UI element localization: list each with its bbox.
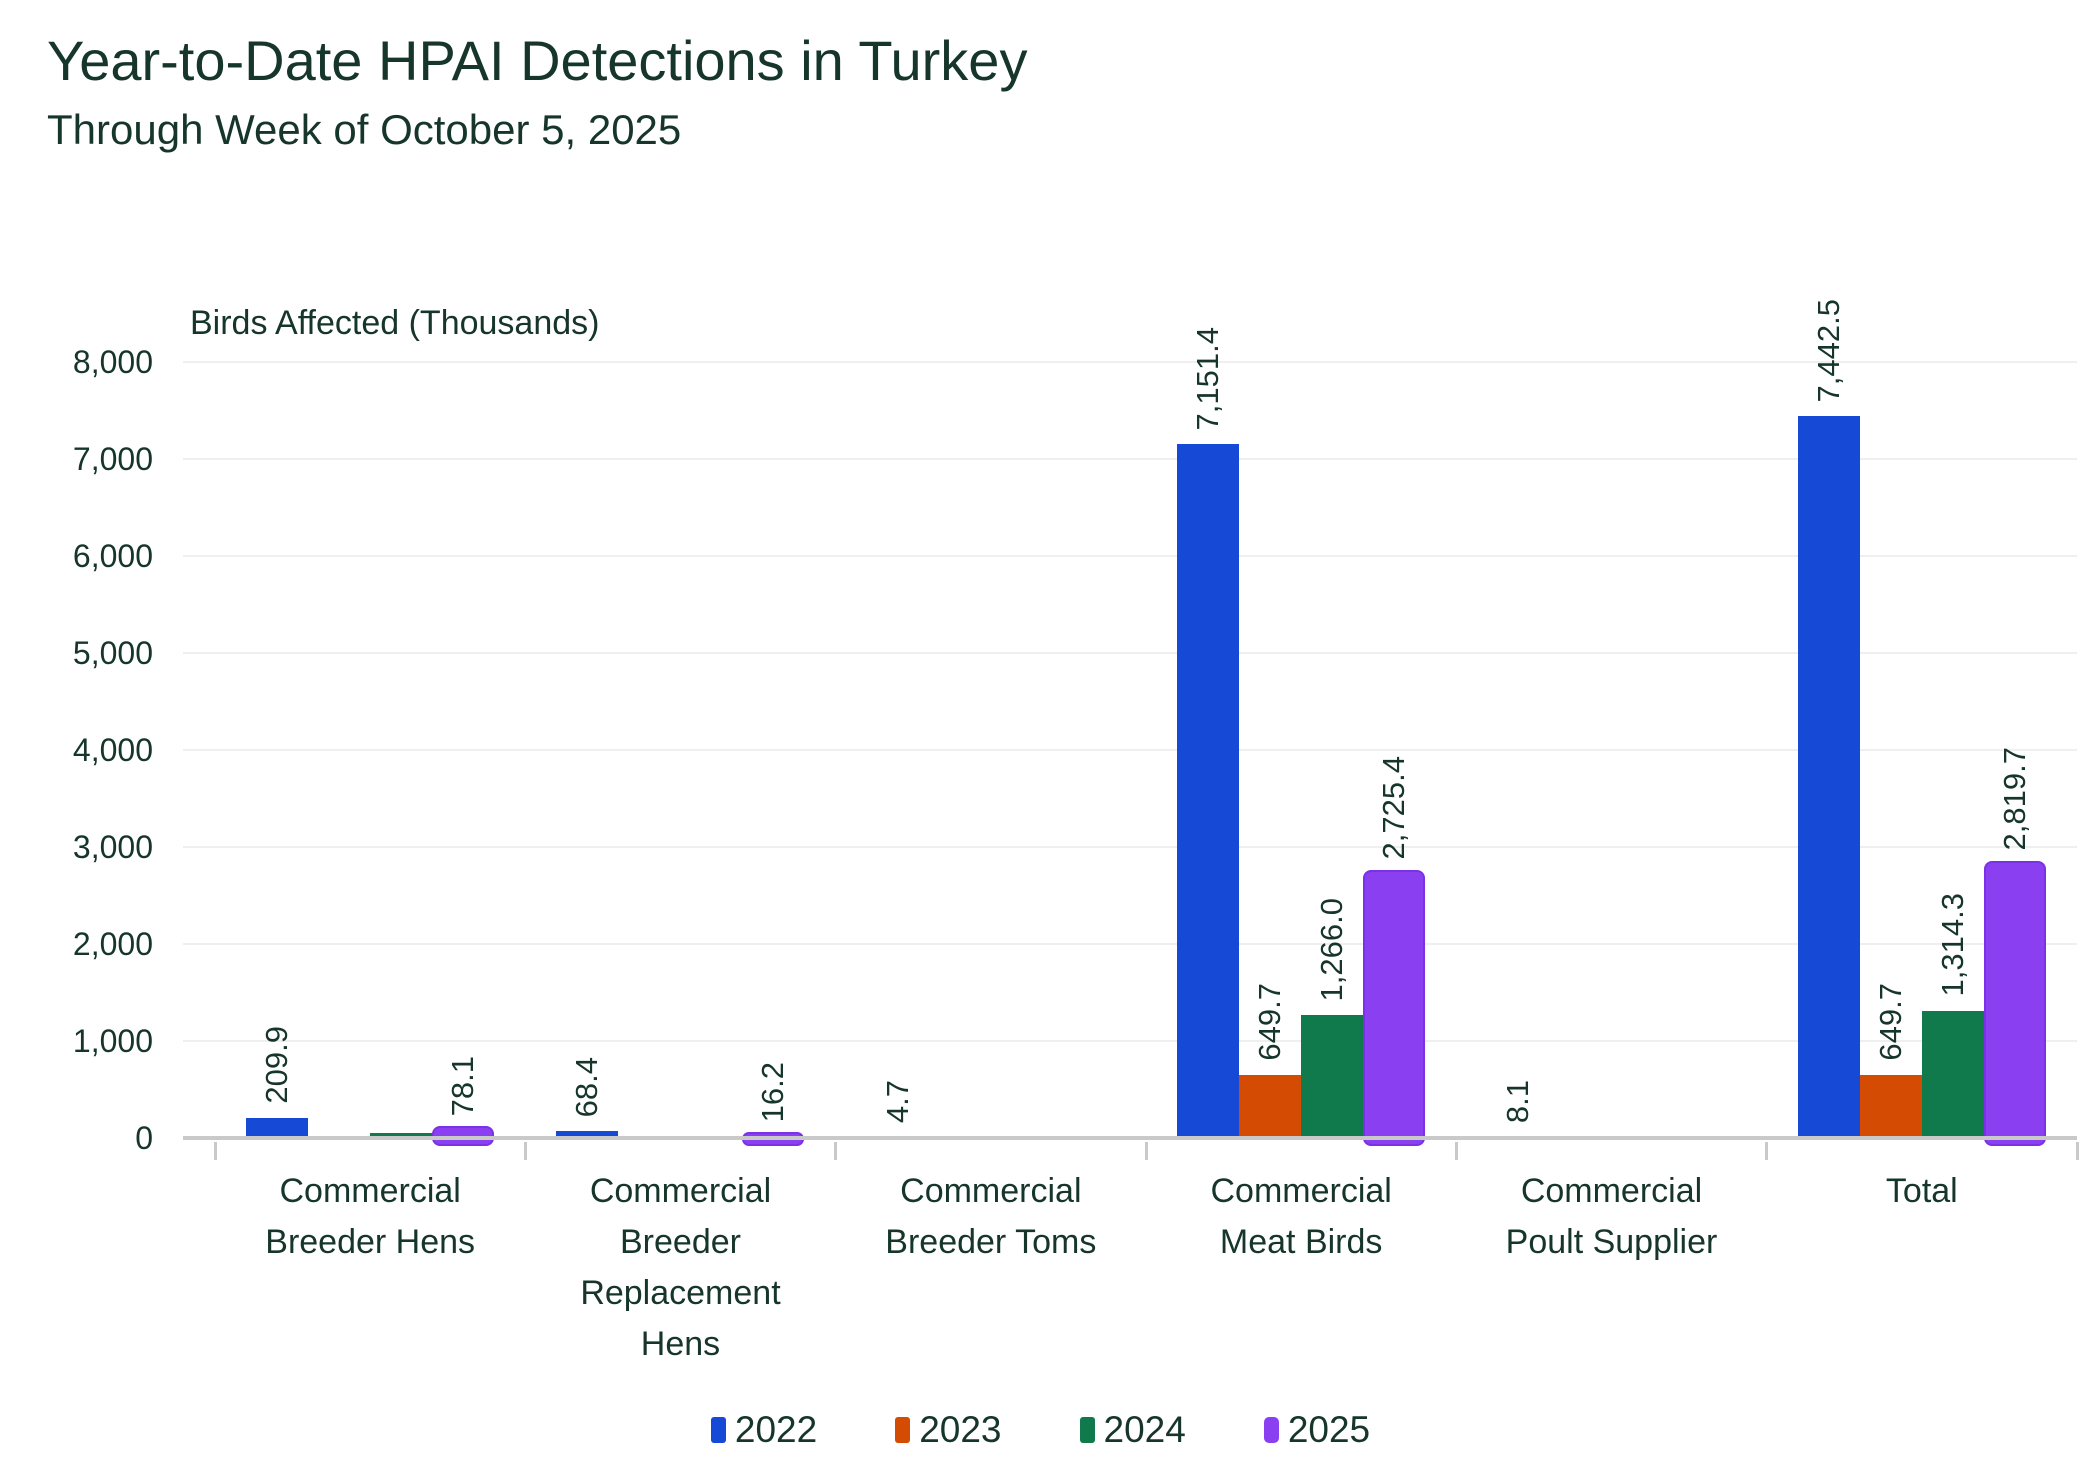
x-axis-tick xyxy=(523,1142,527,1160)
legend: 2022 2023 2024 2025 xyxy=(0,1410,2081,1450)
x-axis-tick xyxy=(213,1142,217,1160)
bar-2022 xyxy=(246,1117,309,1138)
gridline-7000 xyxy=(183,458,2077,460)
bar-2023 xyxy=(1859,1074,1922,1138)
bar-groups: 209.9 78.1 68.4 16.2 4.7 7,151.4 649.7 1,266.0 2… xyxy=(215,299,2077,1146)
bar-group-2: 68.4 16.2 xyxy=(525,362,835,1146)
bar-value-label-2025: 16.2 xyxy=(755,1062,791,1123)
bar-group-4: 7,151.4 649.7 1,266.0 2,725.4 xyxy=(1146,327,1456,1146)
y-tick-label-7000: 7,000 xyxy=(72,441,153,477)
bar-cluster: 4.7 xyxy=(866,362,1115,1138)
bar-value-label-2022: 68.4 xyxy=(569,1057,605,1118)
gridline-3000 xyxy=(183,846,2077,848)
gridline-8000 xyxy=(183,361,2077,363)
bar-cluster: 7,442.5 649.7 1,314.3 2,819.7 xyxy=(1797,299,2046,1146)
x-category-label-6: Total xyxy=(1885,1172,1958,1210)
gridline-1000 xyxy=(183,1040,2077,1042)
gridline-4000 xyxy=(183,749,2077,751)
legend-label-2022: 2022 xyxy=(734,1409,818,1450)
bar-group-6: 7,442.5 649.7 1,314.3 2,819.7 xyxy=(1767,299,2077,1146)
bar-2024 xyxy=(1301,1015,1364,1138)
legend-item-2023: 2023 xyxy=(895,1409,1002,1450)
x-category-label-2: Commercial Breeder Replacement Hens xyxy=(580,1172,781,1363)
bar-2022 xyxy=(556,1131,619,1138)
legend-item-2024: 2024 xyxy=(1079,1409,1186,1450)
x-axis-tick xyxy=(834,1142,838,1160)
bar-value-label-2025: 2,819.7 xyxy=(1996,747,2032,851)
bar-value-label-2022: 8.1 xyxy=(1500,1080,1536,1124)
legend-label-2023: 2023 xyxy=(919,1409,1002,1450)
gridline-5000 xyxy=(183,652,2077,654)
bar-value-label-2022: 7,151.4 xyxy=(1190,326,1226,431)
x-category-label-4: Commercial Meat Birds xyxy=(1210,1172,1392,1261)
y-tick-label-8000: 8,000 xyxy=(72,344,153,380)
bar-group-1: 209.9 78.1 xyxy=(215,362,525,1146)
y-tick-label-3000: 3,000 xyxy=(72,829,153,865)
legend-swatch-2025 xyxy=(1263,1417,1279,1443)
bar-value-label-2024: 1,266.0 xyxy=(1314,897,1350,1002)
x-axis-tick xyxy=(2075,1142,2079,1160)
bar-cluster: 8.1 xyxy=(1487,362,1735,1138)
bar-cluster: 209.9 78.1 xyxy=(246,362,495,1146)
bar-2022 xyxy=(1177,444,1240,1138)
bar-value-label-2024: 1,314.3 xyxy=(1934,893,1970,997)
x-category-label-1: Commercial Breeder Hens xyxy=(265,1172,476,1261)
bar-value-label-2025: 78.1 xyxy=(445,1056,481,1117)
y-axis: 0 1,000 2,000 3,000 4,000 5,000 6,000 7,000 8,00… xyxy=(0,344,153,1156)
x-axis-line xyxy=(183,1136,2077,1140)
legend-item-2022: 2022 xyxy=(710,1409,818,1450)
legend-swatch-2024 xyxy=(1079,1417,1095,1443)
y-tick-label-0: 0 xyxy=(135,1120,153,1156)
legend-swatch-2022 xyxy=(710,1417,726,1443)
gridline-6000 xyxy=(183,555,2077,557)
y-tick-label-1000: 1,000 xyxy=(72,1023,153,1059)
bar-value-label-2023: 649.7 xyxy=(1252,983,1288,1061)
bar-2024 xyxy=(370,1133,433,1138)
bar-2024 xyxy=(1921,1010,1984,1138)
x-axis-tick xyxy=(1454,1142,1458,1160)
chart-subtitle: Through Week of October 5, 2025 xyxy=(47,106,682,153)
bar-value-label-2023: 649.7 xyxy=(1872,983,1908,1061)
bar-2023 xyxy=(1239,1074,1302,1138)
x-category-label-3: Commercial Breeder Toms xyxy=(885,1172,1097,1261)
y-tick-label-6000: 6,000 xyxy=(72,538,153,574)
bar-value-label-2022: 209.9 xyxy=(259,1026,295,1104)
gridline-2000 xyxy=(183,943,2077,945)
bar-2025 xyxy=(1983,860,2046,1146)
x-axis-tick xyxy=(1765,1142,1769,1160)
bar-value-label-2025: 2,725.4 xyxy=(1376,756,1412,860)
x-axis-tick xyxy=(1144,1142,1148,1160)
bar-2022 xyxy=(1797,416,1860,1138)
bar-cluster: 7,151.4 649.7 1,266.0 2,725.4 xyxy=(1177,327,1426,1146)
x-category-label-5: Commercial Poult Supplier xyxy=(1505,1172,1718,1261)
plot-area: 209.9 78.1 68.4 16.2 4.7 7,151.4 649.7 1,266.0 2… xyxy=(183,299,2079,1160)
bar-value-label-2022: 7,442.5 xyxy=(1810,298,1846,403)
bar-value-label-2022: 4.7 xyxy=(879,1080,915,1124)
bar-group-5: 8.1 xyxy=(1456,362,1766,1138)
bar-group-3: 4.7 xyxy=(836,362,1146,1138)
legend-item-2025: 2025 xyxy=(1263,1409,1371,1450)
bar-2025 xyxy=(1363,869,1426,1146)
chart-title: Year-to-Date HPAI Detections in Turkey xyxy=(47,29,1028,92)
y-tick-label-2000: 2,000 xyxy=(72,926,153,962)
y-tick-label-4000: 4,000 xyxy=(72,732,153,768)
bar-cluster: 68.4 16.2 xyxy=(556,362,805,1146)
y-tick-label-5000: 5,000 xyxy=(72,635,153,671)
y-axis-title: Birds Affected (Thousands) xyxy=(190,304,600,342)
legend-swatch-2023 xyxy=(895,1417,911,1443)
legend-label-2025: 2025 xyxy=(1287,1409,1371,1450)
legend-label-2024: 2024 xyxy=(1103,1409,1186,1450)
